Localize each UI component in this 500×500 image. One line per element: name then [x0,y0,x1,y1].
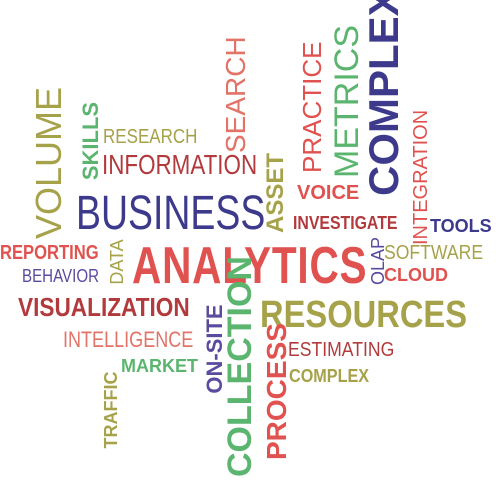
word-intelligence: INTELLIGENCE [63,327,194,352]
word-traffic: TRAFFIC [101,371,121,449]
word-complex-large: COMPLEX [360,0,407,196]
word-cloud-text: CLOUD [384,265,448,285]
word-investigate: INVESTIGATE [293,213,398,233]
word-practice: PRACTICE [297,41,327,173]
word-olap: OLAP [368,236,388,286]
word-resources: RESOURCES [260,294,468,336]
word-data: DATA [107,239,127,285]
word-search: SEARCH [220,36,251,153]
word-skills: SKILLS [78,101,103,181]
word-estimating: ESTIMATING [288,339,395,361]
word-volume: VOLUME [28,86,69,239]
word-reporting: REPORTING [0,242,99,264]
word-analytics: ANALYTICS [132,237,368,295]
word-voice: VOICE [297,182,360,204]
word-business: BUSINESS [76,187,266,240]
word-on-site: ON-SITE [202,304,227,394]
word-behavior: BEHAVIOR [22,266,100,286]
word-information: INFORMATION [102,149,258,180]
word-collection: COLLECTION [221,256,259,477]
word-integration: INTEGRATION [410,109,432,245]
word-visualization: VISUALIZATION [18,292,190,322]
word-process: PROCESS [261,323,292,460]
word-asset: ASSET [262,152,289,233]
word-tools: TOOLS [430,216,492,236]
word-research: RESEARCH [103,126,198,148]
word-market: MARKET [121,356,198,376]
word-complex-small: COMPLEX [289,366,370,386]
word-metrics: METRICS [328,25,366,178]
word-software: SOFTWARE [384,242,484,264]
